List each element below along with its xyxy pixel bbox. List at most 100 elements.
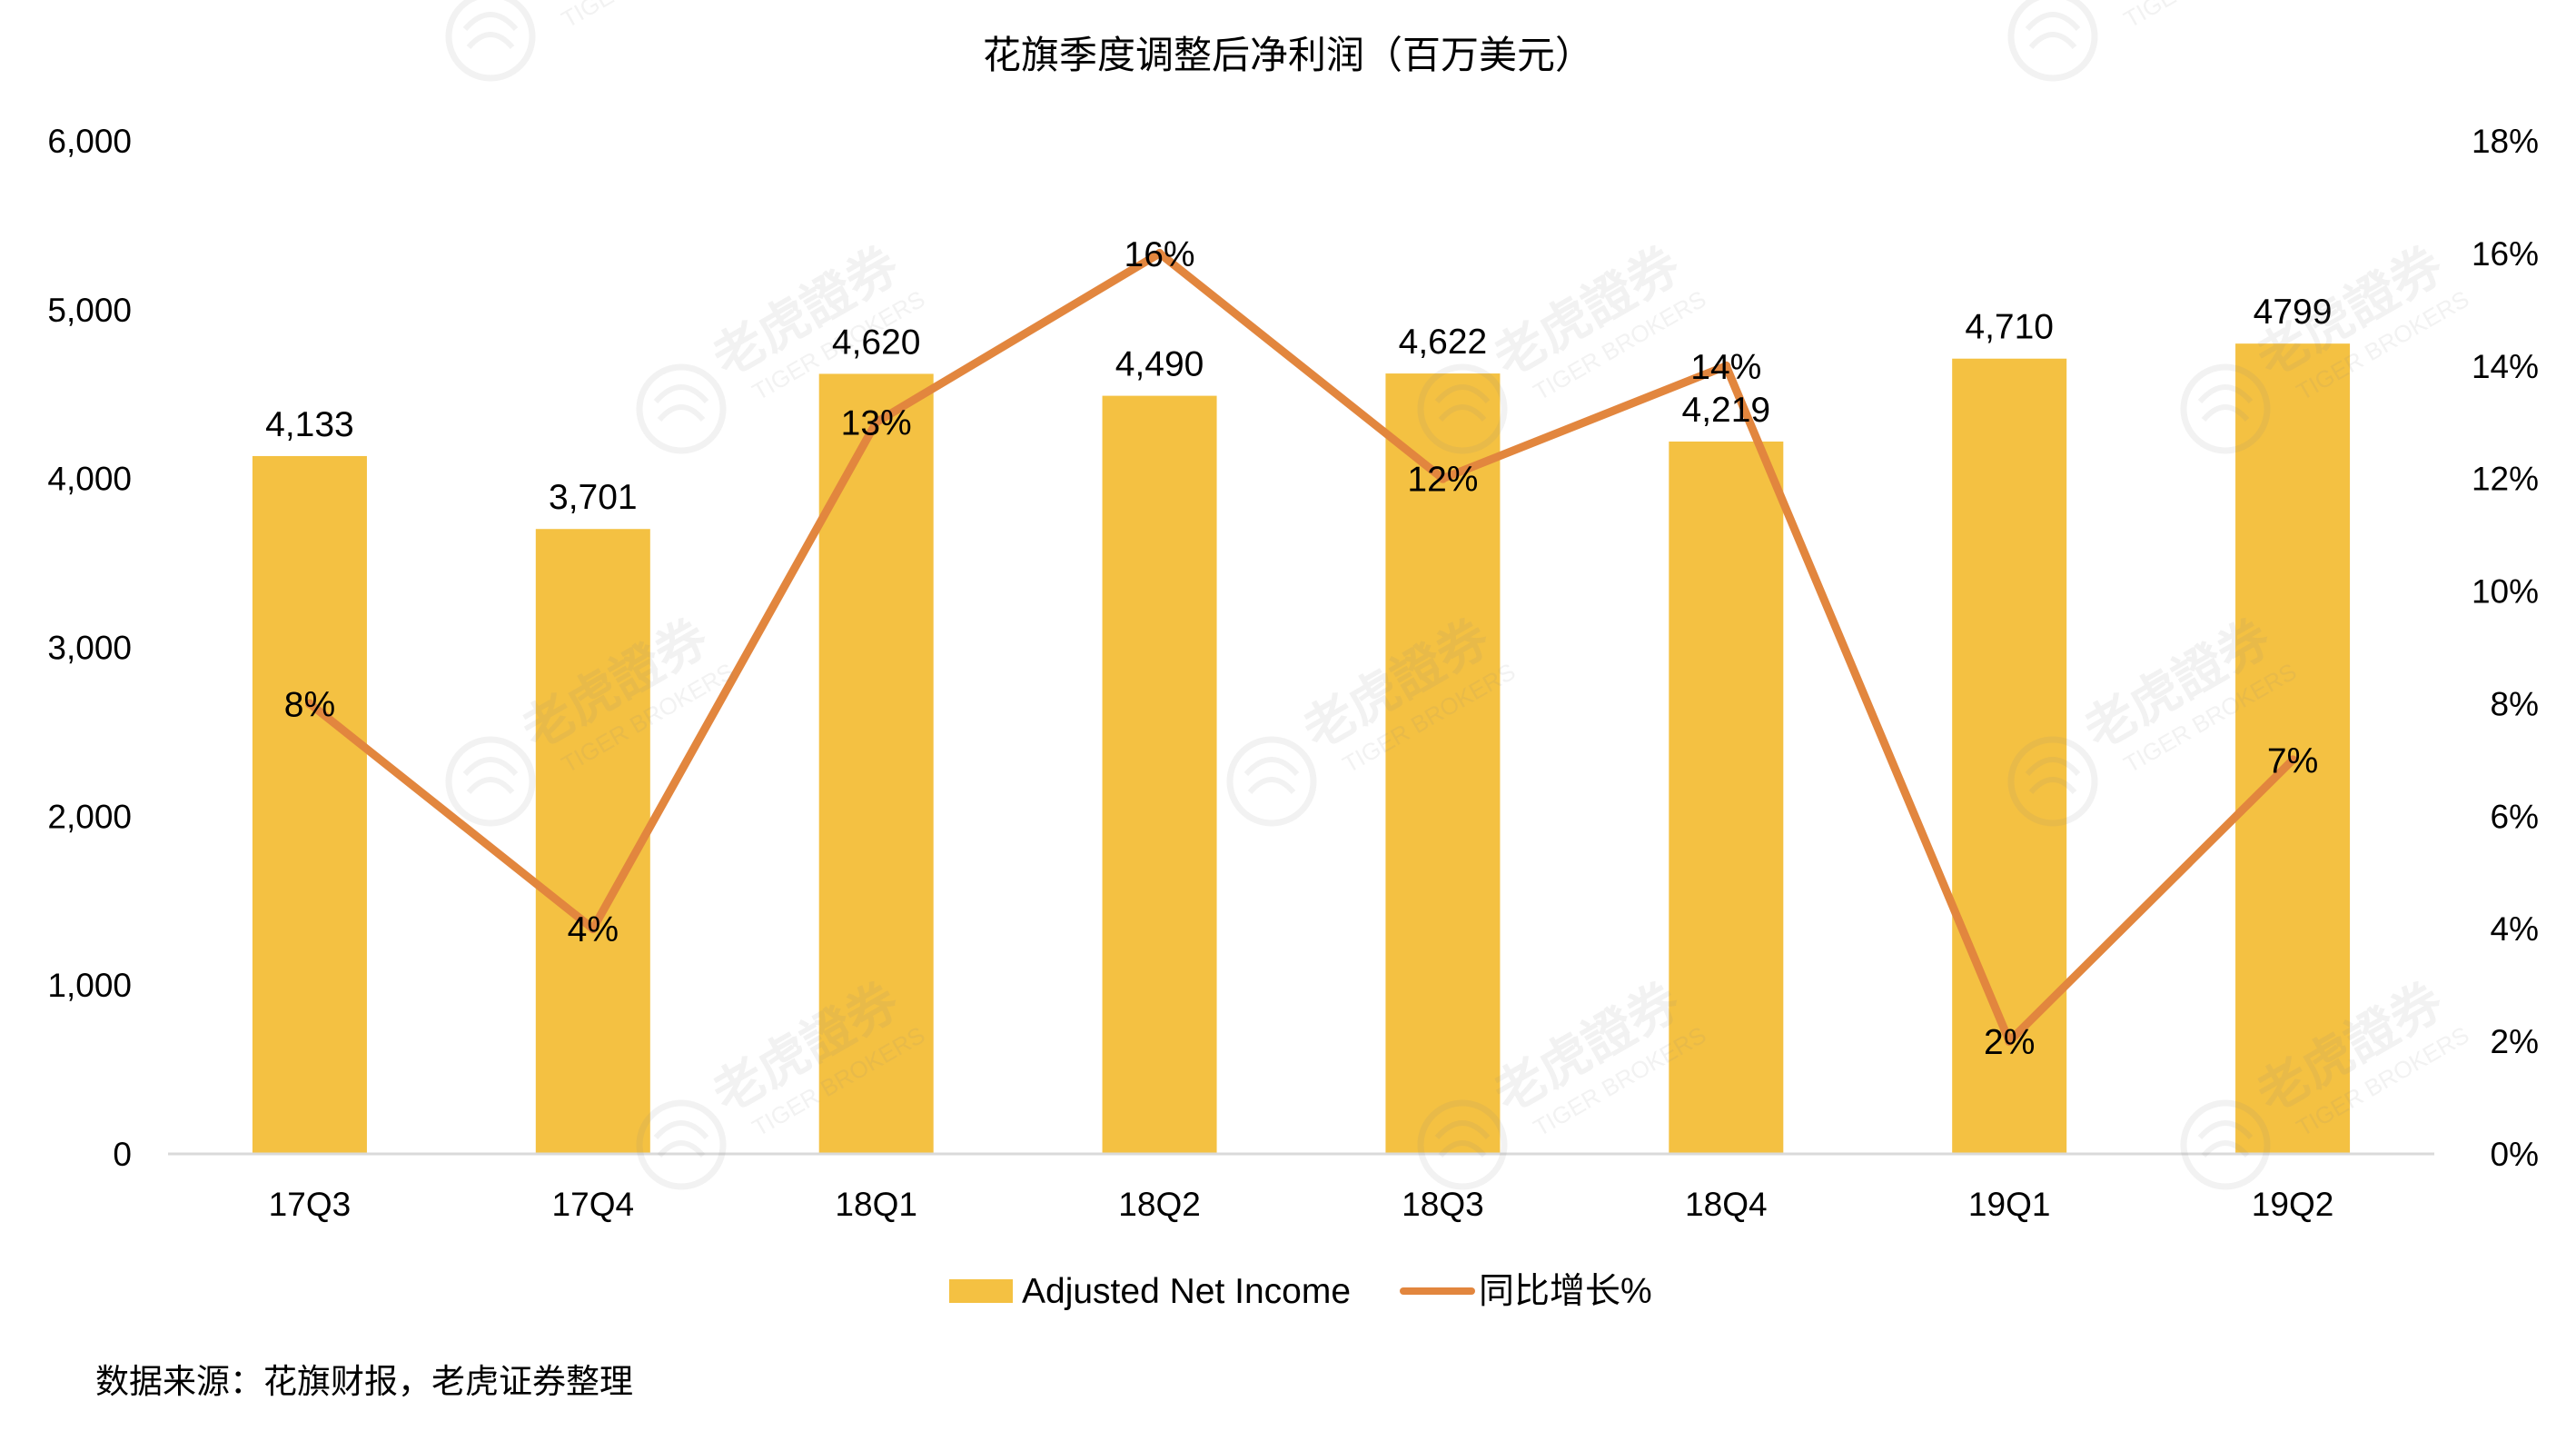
line-data-label: 12% [1407,461,1478,500]
tiger-logo-stripes [653,384,709,422]
bar-data-label: 4,490 [1115,345,1204,384]
x-axis-tick-label: 17Q4 [552,1186,635,1223]
right-axis-tick-label: 2% [2491,1023,2539,1060]
bar-data-label: 4,219 [1682,391,1771,430]
line-data-label: 8% [284,685,335,724]
legend-label-line: 同比增长% [1479,1272,1652,1311]
bar [252,455,367,1155]
line-data-labels: 8% 4% 13% 16% 12% 14% 2% 7% [284,235,2319,1062]
tiger-logo-icon [445,736,536,827]
watermark-text-en: TIGER BROKERS [557,0,738,34]
tiger-logo-icon [1417,363,1508,454]
chart-title: 花旗季度调整后净利润（百万美元） [983,34,1593,76]
left-axis-tick-label: 2,000 [47,798,132,835]
tiger-logo-stripes [2025,757,2081,795]
x-axis-tick-label: 19Q2 [2252,1186,2334,1223]
bar-data-labels: 4,133 3,701 4,620 4,490 4,622 4,219 4,710 4799 [265,293,2332,517]
bar [1385,373,1501,1154]
line-data-label: 13% [841,404,912,443]
left-axis-tick-label: 5,000 [47,292,132,329]
legend-label-bar: Adjusted Net Income [1022,1272,1351,1311]
line-data-label: 2% [1984,1023,2035,1062]
line-point [871,417,881,427]
line-points [304,248,2298,1047]
line-data-label: 14% [1690,348,1761,387]
bar [1102,395,1217,1154]
bar [2235,343,2351,1155]
x-axis-tick-label: 19Q1 [1968,1186,2051,1223]
x-axis-tick-label: 18Q3 [1402,1186,1484,1223]
bar-data-label: 4799 [2254,293,2333,332]
right-axis-tick-label: 18% [2472,123,2539,160]
line-point [1154,248,1164,258]
bar-data-label: 4,710 [1965,308,2054,347]
tiger-logo-stripes [2197,384,2254,422]
bar-data-label: 4,620 [832,323,921,362]
left-axis-tick-label: 6,000 [47,123,132,160]
left-axis-tick-label: 4,000 [47,461,132,498]
bar-data-label: 4,622 [1399,323,1488,362]
left-axis-tick-label: 0 [113,1136,132,1173]
right-axis: 0% 2% 4% 6% 8% 10% 12% 14% 16% 18% [2472,123,2539,1173]
bar [1952,358,2067,1155]
tiger-logo-stripes [653,1120,709,1158]
tiger-logo-icon [1226,736,1317,827]
right-axis-tick-label: 8% [2491,685,2539,722]
tiger-logo-icon [2007,736,2098,827]
line-point [2005,1037,2015,1047]
bar [818,373,934,1154]
bar [535,529,650,1154]
line-data-label: 4% [568,910,619,949]
tiger-logo-icon [2180,1099,2271,1190]
tiger-logo-icon [445,0,536,82]
x-axis-tick-label: 18Q2 [1118,1186,1201,1223]
tiger-logo-stripes [462,757,519,795]
growth-line [305,249,2297,1046]
right-axis-tick-label: 0% [2491,1136,2539,1173]
left-axis-tick-label: 3,000 [47,630,132,667]
watermark-text-en: TIGER BROKERS [2119,0,2301,34]
bar-data-label: 4,133 [265,405,354,444]
x-axis-tick-label: 17Q3 [269,1186,352,1223]
right-axis-tick-label: 14% [2472,348,2539,385]
right-axis-tick-label: 10% [2472,573,2539,611]
right-axis-tick-label: 16% [2472,235,2539,273]
tiger-logo-icon [2007,0,2098,82]
tiger-logo-icon [1417,1099,1508,1190]
right-axis-tick-label: 4% [2491,910,2539,948]
left-axis-tick-label: 1,000 [47,967,132,1004]
tiger-logo-stripes [1243,757,1300,795]
tiger-logo-stripes [2197,1120,2254,1158]
line-point [1721,361,1731,371]
left-axis: 0 1,000 2,000 3,000 4,000 5,000 6,000 [47,123,132,1173]
line-data-label: 7% [2267,741,2318,780]
source-note: 数据来源：花旗财报，老虎证券整理 [95,1363,633,1400]
x-axis: 17Q3 17Q4 18Q1 18Q2 18Q3 18Q4 19Q1 19Q2 [269,1186,2334,1223]
tiger-logo-stripes [1434,1120,1491,1158]
legend-swatch-bar [949,1279,1013,1303]
legend: Adjusted Net Income 同比增长% [949,1272,1652,1311]
right-axis-tick-label: 12% [2472,461,2539,498]
tiger-logo-stripes [462,12,519,50]
tiger-logo-icon [636,1099,727,1190]
tiger-logo-stripes [2025,12,2081,50]
line-point [304,699,314,709]
bar [1669,441,1784,1154]
bar-data-label: 3,701 [549,478,638,517]
tiger-logo-stripes [1434,384,1491,422]
tiger-logo-icon [636,363,727,454]
line-point [1438,473,1448,483]
x-axis-tick-label: 18Q4 [1685,1186,1768,1223]
bar-series [252,343,2351,1155]
right-axis-tick-label: 6% [2491,798,2539,835]
line-data-label: 16% [1125,235,1195,274]
tiger-logo-icon [2180,363,2271,454]
line-point [588,924,598,934]
line-point [2288,755,2298,765]
